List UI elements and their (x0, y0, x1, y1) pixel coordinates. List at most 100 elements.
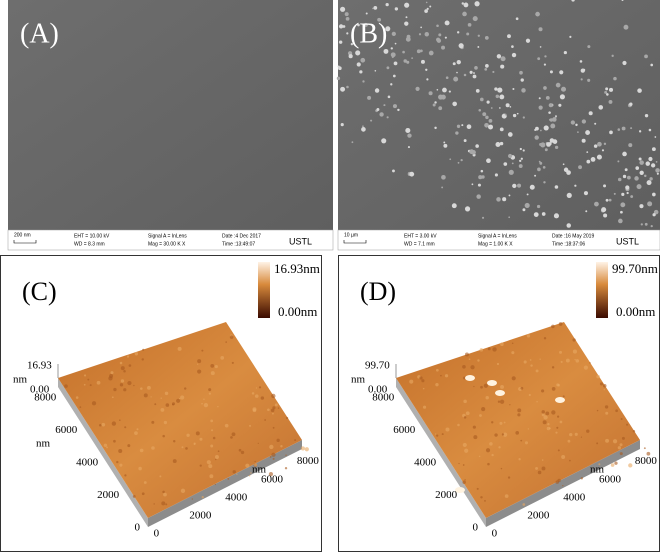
texture (480, 348, 483, 351)
particle (523, 116, 525, 118)
texture (543, 420, 547, 424)
texture (124, 426, 126, 428)
texture (576, 359, 580, 363)
texture (127, 355, 129, 357)
texture (261, 396, 264, 399)
particle (602, 149, 604, 151)
texture (161, 397, 162, 398)
particle (512, 88, 514, 90)
particle (468, 23, 472, 27)
particle (586, 151, 588, 153)
particle (540, 46, 542, 48)
texture (112, 396, 114, 398)
texture (275, 403, 278, 406)
particle (346, 86, 349, 89)
texture (509, 404, 510, 405)
texture (110, 371, 113, 374)
texture (285, 454, 286, 455)
texture (173, 440, 175, 442)
texture (552, 366, 554, 368)
particle (441, 95, 446, 100)
particle (508, 216, 510, 218)
particle (486, 159, 488, 161)
texture (123, 370, 126, 373)
particle (627, 176, 631, 180)
particle (404, 21, 408, 25)
particle (628, 143, 632, 147)
texture (210, 364, 214, 368)
texture (568, 440, 571, 443)
texture (442, 433, 444, 435)
particle (586, 160, 590, 164)
texture (64, 384, 68, 388)
texture (184, 387, 186, 389)
particle (349, 54, 353, 58)
particle (644, 54, 648, 58)
particle (544, 63, 546, 65)
texture (502, 433, 504, 435)
particle (383, 104, 385, 106)
particle (544, 125, 549, 130)
particle (526, 39, 530, 43)
texture (252, 407, 256, 411)
particle (465, 206, 470, 211)
particle (370, 120, 372, 122)
texture (121, 379, 124, 382)
particle (481, 175, 484, 178)
texture (477, 359, 479, 361)
particle (534, 175, 536, 177)
texture (463, 443, 467, 447)
z-unit: nm (351, 374, 366, 386)
time: Time :18:37:06 (552, 241, 585, 247)
particle (473, 72, 475, 74)
particle (646, 161, 650, 165)
particle (517, 184, 521, 188)
texture (215, 459, 216, 460)
texture (259, 386, 261, 388)
x-unit: nm (590, 464, 605, 476)
x-tick-label: 8000 (297, 455, 320, 467)
texture (539, 359, 540, 360)
texture (199, 438, 202, 441)
texture (140, 387, 143, 390)
particle (478, 109, 481, 112)
wd: WD = 8.3 mm (74, 241, 105, 247)
particle (516, 17, 519, 20)
texture (196, 431, 200, 435)
particle (464, 139, 467, 142)
panel-label: (D) (360, 277, 396, 306)
signal: Signal A = InLens (478, 233, 517, 239)
particle (375, 88, 379, 92)
texture (626, 424, 628, 426)
texture (215, 365, 218, 368)
texture (436, 369, 439, 372)
particle (581, 78, 583, 80)
particle (482, 112, 486, 116)
y-tick-label: 2000 (435, 489, 458, 501)
particle (550, 124, 555, 129)
texture (208, 388, 211, 391)
particle (427, 8, 429, 10)
particle (437, 39, 441, 43)
particle (597, 155, 602, 160)
particle (652, 193, 656, 197)
particle (550, 70, 553, 73)
particle (434, 101, 436, 103)
colorbar-max: 16.93nm (274, 261, 320, 276)
particle (510, 106, 512, 108)
texture (445, 428, 449, 432)
texture (232, 362, 234, 364)
particle (549, 119, 551, 121)
y-tick-label: 0 (473, 522, 479, 534)
particle (539, 161, 541, 163)
texture (498, 446, 500, 448)
y-tick-label: 8000 (372, 391, 395, 403)
texture (473, 435, 477, 439)
particle (375, 70, 377, 72)
texture (555, 432, 557, 434)
particle (537, 205, 540, 208)
texture (621, 418, 623, 420)
particle (453, 77, 458, 82)
particle (542, 212, 546, 216)
particle (522, 208, 525, 211)
